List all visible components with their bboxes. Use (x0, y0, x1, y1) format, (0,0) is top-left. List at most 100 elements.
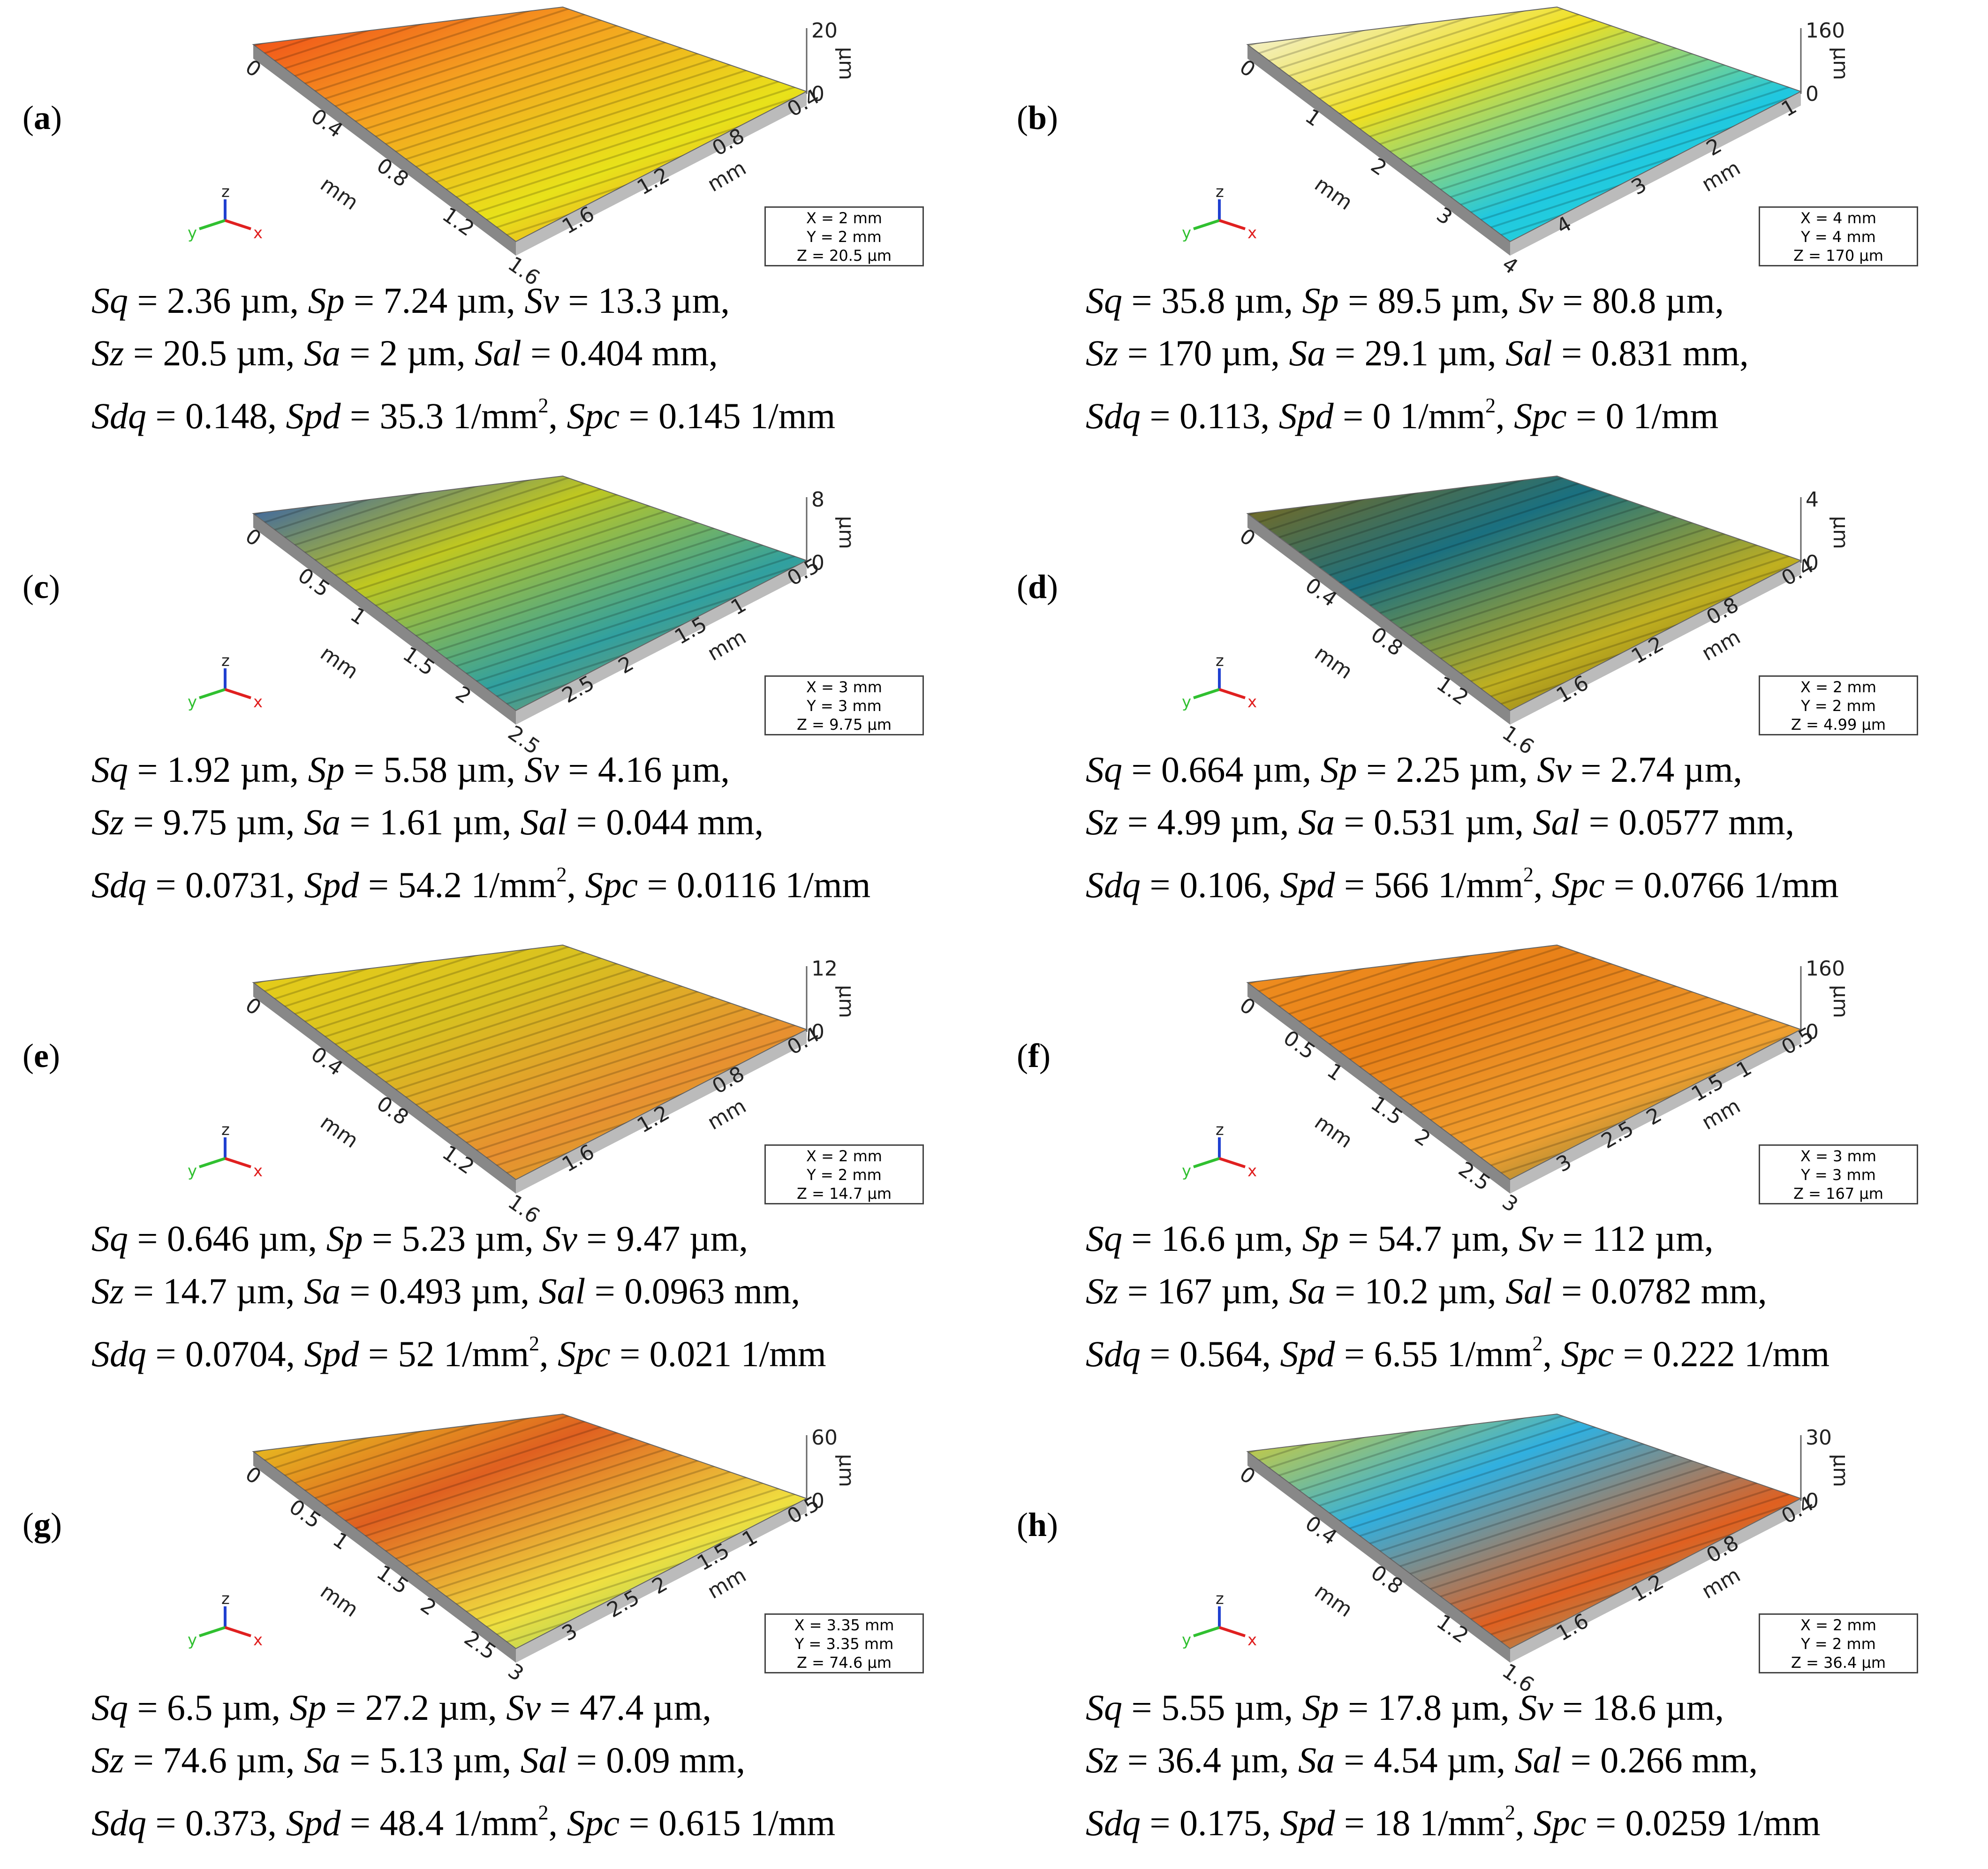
parameter-value: 0.175 (1179, 1802, 1262, 1843)
z-unit-label: µm (1829, 1454, 1852, 1487)
parameter-value: 0.0782 mm (1591, 1271, 1758, 1311)
parameter-value: 18.6 µm (1592, 1687, 1715, 1728)
z-max-label: 30 (1806, 1426, 1832, 1450)
parameter-value: 35.3 1/mm (379, 395, 538, 436)
x-unit-label: mm (1310, 1110, 1357, 1153)
dimension-y: Y = 2 mm (1801, 1635, 1876, 1653)
parameter-value: 0.646 µm (167, 1218, 308, 1259)
surface-texture (1247, 945, 1801, 1180)
parameter-value: 0.145 1/mm (658, 395, 836, 436)
z-max-label: 8 (811, 488, 824, 512)
parameter-value: 0.831 mm (1591, 333, 1740, 373)
dimension-x: X = 2 mm (1800, 1616, 1876, 1634)
parameter-symbol: Sdq (91, 1333, 146, 1374)
roughness-parameters: Sq = 16.6 µm, Sp = 54.7 µm, Sv = 112 µm,… (1086, 1212, 1829, 1380)
parameter-line: Sz = 4.99 µm, Sa = 0.531 µm, Sal = 0.057… (1086, 802, 1795, 842)
surface-side-left (253, 45, 516, 256)
parameter-value: 5.55 µm (1161, 1687, 1284, 1728)
parameter-value: 27.2 µm (365, 1687, 488, 1728)
parameter-value: 112 µm (1592, 1218, 1705, 1259)
dimension-z: Z = 170 µm (1793, 247, 1883, 265)
parameter-line: Sz = 167 µm, Sa = 10.2 µm, Sal = 0.0782 … (1086, 1271, 1767, 1311)
svg-text:z: z (1216, 1120, 1224, 1139)
z-min-label: 0 (811, 82, 824, 106)
surface-3d-plot: 0 0.5 1 1.5 2 2.5 3 mm 0.5 1 1.5 2 2.5 3 mm 60 0 µm z y x X =… (188, 1407, 947, 1686)
parameter-value: 5.23 µm (401, 1218, 525, 1259)
parameter-symbol: Sp (1302, 280, 1339, 321)
svg-text:x: x (253, 224, 263, 242)
parameter-symbol: Sv (506, 1687, 541, 1728)
z-max-label: 20 (811, 19, 838, 43)
surface-side-right (516, 91, 807, 256)
parameter-value: 16.6 µm (1161, 1218, 1284, 1259)
z-unit-label: µm (1829, 516, 1852, 549)
parameter-symbol: Spc (585, 864, 638, 905)
parameter-value: 0.148 (185, 395, 268, 436)
dimension-x: X = 2 mm (806, 209, 882, 227)
svg-text:z: z (1216, 182, 1224, 201)
parameter-symbol: Spc (567, 395, 620, 436)
surface-texture (1247, 476, 1801, 711)
dimension-info-box: X = 2 mm Y = 2 mm Z = 36.4 µm (1759, 1613, 1918, 1673)
svg-text:x: x (1247, 224, 1257, 242)
surface-3d-plot: 0 1 2 3 4 mm 1 2 3 4 mm 160 0 µm z y x X = 4 mm Y = 4 mm Z … (1182, 0, 1942, 279)
parameter-value: 170 µm (1157, 333, 1271, 373)
surface-texture (1247, 7, 1801, 242)
parameter-symbol: Sal (520, 1740, 567, 1780)
surface-side-left (1247, 514, 1510, 725)
dimension-y: Y = 2 mm (1801, 697, 1876, 715)
parameter-symbol: Sz (91, 1271, 124, 1311)
surface-side-right (516, 1498, 807, 1663)
parameter-line: Sz = 170 µm, Sa = 29.1 µm, Sal = 0.831 m… (1086, 333, 1749, 373)
parameter-value: 89.5 µm (1377, 280, 1501, 321)
parameter-symbol: Sv (1519, 1218, 1553, 1259)
panel-f: (f) 0 0.5 1 1.5 2 2.5 3 mm 0.5 1 1.5 2 2.5 3 mm 160 0 µm z y… (994, 938, 1988, 1400)
parameter-line: Sq = 6.5 µm, Sp = 27.2 µm, Sv = 47.4 µm, (91, 1687, 711, 1728)
svg-text:y: y (1182, 693, 1191, 711)
dimension-z: Z = 14.7 µm (796, 1185, 892, 1203)
parameter-symbol: Sdq (91, 1802, 146, 1843)
panel-label: (a) (23, 99, 62, 136)
parameter-line: Sdq = 0.564, Spd = 6.55 1/mm2, Spc = 0.2… (1086, 1332, 1830, 1374)
surface-side-left (1247, 45, 1510, 256)
parameter-value: 7.24 µm (383, 280, 506, 321)
panel-label: (f) (1017, 1037, 1051, 1074)
parameter-symbol: Sq (1086, 1687, 1122, 1728)
parameter-symbol: Sal (520, 802, 567, 842)
parameter-value: 566 1/mm (1374, 864, 1524, 905)
dimension-info-box: X = 3 mm Y = 3 mm Z = 9.75 µm (764, 675, 924, 735)
parameter-symbol: Sdq (1086, 1802, 1141, 1843)
z-unit-label: µm (834, 47, 858, 80)
parameter-value: 29.1 µm (1364, 333, 1488, 373)
parameter-line: Sz = 14.7 µm, Sa = 0.493 µm, Sal = 0.096… (91, 1271, 801, 1311)
y-unit-label: mm (1698, 1563, 1745, 1604)
panel-letter: c (33, 568, 49, 605)
parameter-symbol: Spd (286, 1802, 341, 1843)
parameter-line: Sdq = 0.106, Spd = 566 1/mm2, Spc = 0.07… (1086, 863, 1839, 905)
panel-letter: b (1028, 99, 1047, 136)
surface-texture (253, 7, 807, 242)
parameter-symbol: Spd (286, 395, 341, 436)
dimension-z: Z = 20.5 µm (796, 247, 892, 265)
dimension-info-box: X = 2 mm Y = 2 mm Z = 14.7 µm (764, 1144, 924, 1204)
parameter-value: 5.13 µm (379, 1740, 502, 1780)
parameter-symbol: Sal (1505, 1271, 1552, 1311)
parameter-value: 0.0766 1/mm (1643, 864, 1839, 905)
parameter-value: 0.266 mm (1600, 1740, 1749, 1780)
parameter-symbol: Sv (1537, 749, 1572, 790)
surface-3d-plot: 0 0.4 0.8 1.2 1.6 mm 0.4 0.8 1.2 1.6 mm 12 0 µm z y x X =… (188, 938, 947, 1228)
svg-text:x: x (1247, 1631, 1257, 1650)
parameter-symbol: Sq (91, 1687, 128, 1728)
dimension-x: X = 3 mm (1800, 1147, 1876, 1165)
parameter-symbol: Sz (91, 1740, 124, 1780)
parameter-symbol: Sa (303, 333, 340, 373)
panel-label: (e) (23, 1037, 60, 1074)
parameter-value: 2 µm (379, 333, 457, 373)
parameter-symbol: Spd (1280, 1333, 1335, 1374)
y-unit-label: mm (703, 1094, 750, 1135)
parameter-symbol: Spc (1561, 1333, 1614, 1374)
parameter-value: 80.8 µm (1592, 280, 1715, 321)
